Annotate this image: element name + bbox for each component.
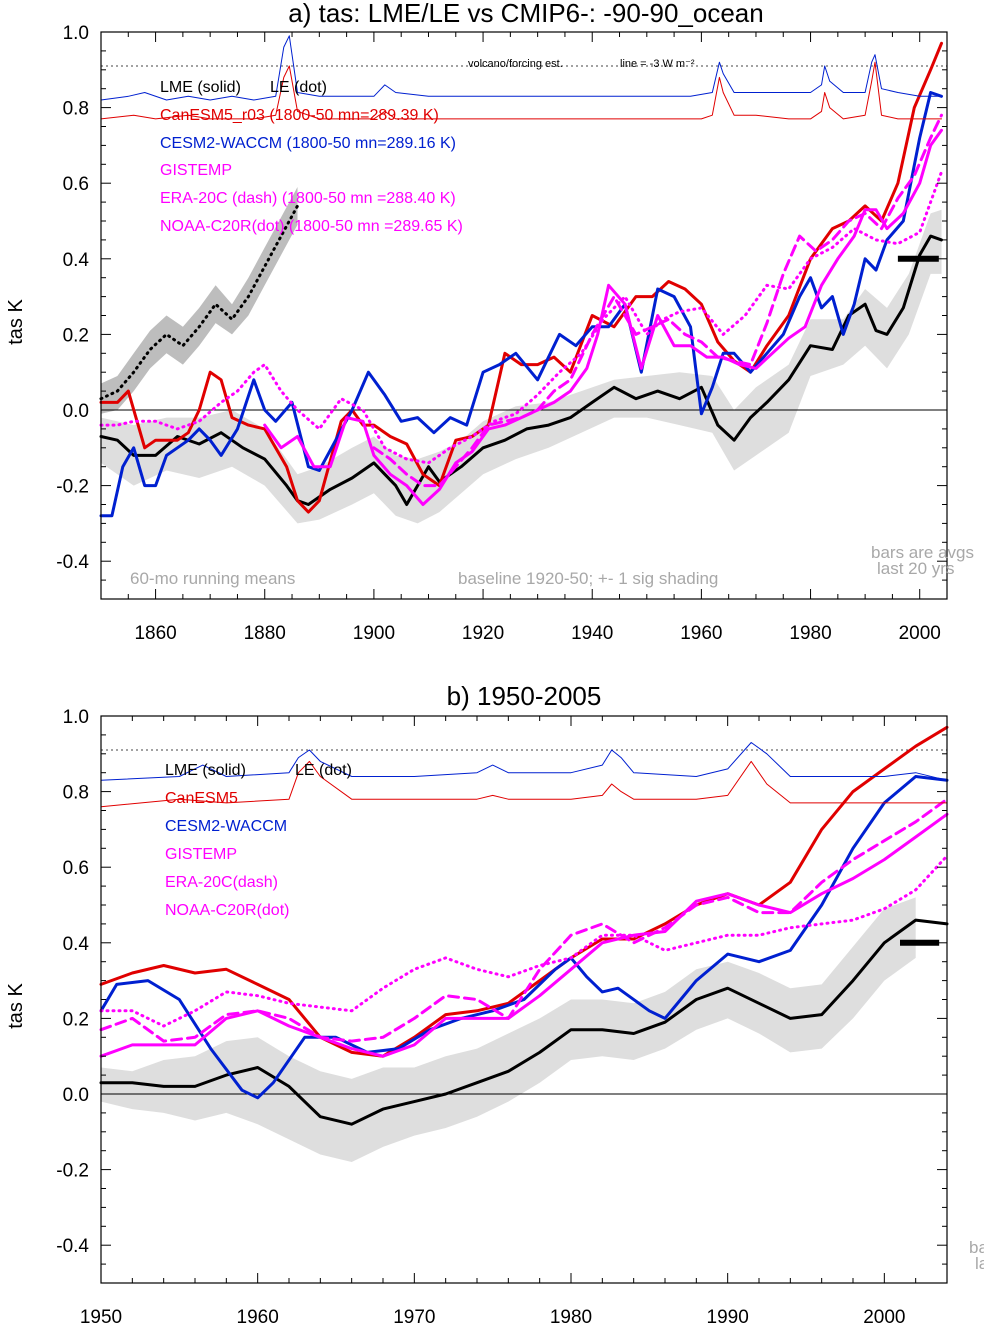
panel-b-x-tick-label: 1970 <box>393 1307 435 1325</box>
panel-a-bars-note-line1: bars are avgs <box>871 543 974 562</box>
panel-a-series-gistemp <box>263 128 943 506</box>
panel-a-legend: LME (solid) LE (dot) CanESM5_r03 (1800-5… <box>160 79 463 235</box>
panel-b: b) 1950-2005 -0.4 -0.2 0.0 0.2 0.4 0.6 0.8 1.0 1… <box>5 681 984 1325</box>
panel-a-baseline-note: baseline 1920-50; +- 1 sig shading <box>458 569 718 588</box>
panel-b-series-cesm2-waccm <box>99 775 949 1100</box>
panel-b-legend-era20c: ERA-20C(dash) <box>165 874 278 891</box>
panel-b-y-tick-label: 0.2 <box>63 1009 89 1030</box>
panel-a-x-tick-label: 1960 <box>680 623 722 644</box>
panel-a-y-tick-label: -0.2 <box>56 477 89 498</box>
panel-b-y-tick-label: 1.0 <box>63 707 89 728</box>
panel-b-series-canesm5-forcing <box>100 760 948 808</box>
panel-a-y-tick-label: 0.6 <box>63 174 89 195</box>
panel-a-band-0 <box>101 209 942 524</box>
panel-a-x-tick-label: 1860 <box>134 623 176 644</box>
panel-a-legend-le: LE (dot) <box>270 79 327 96</box>
panel-a-y-axis-label: tas K <box>5 299 27 345</box>
panel-b-legend-le: LE (dot) <box>295 762 352 779</box>
panel-b-legend-canesm5: CanESM5 <box>165 790 238 807</box>
panel-a-series-noaa-c20r <box>99 170 943 465</box>
panel-a-x-tick-label: 1980 <box>789 623 831 644</box>
panel-b-legend-gistemp: GISTEMP <box>165 846 237 863</box>
panel-b-series-era-20c <box>99 797 949 1043</box>
panel-b-series-gistemp <box>99 812 949 1058</box>
panel-b-x-tick-label: 1950 <box>80 1307 122 1325</box>
panel-a-series-le <box>99 204 299 401</box>
panel-b-series-lme <box>99 918 949 1126</box>
panel-a-volcano-note: volcano/forcing est. <box>468 58 563 70</box>
panel-a-legend-canesm5: CanESM5_r03 (1800-50 mn=289.39 K) <box>160 107 439 124</box>
panel-b-y-tick-label: 0.6 <box>63 858 89 879</box>
panel-a-legend-lme: LME (solid) <box>160 79 241 96</box>
panel-b-x-tick-label: 1960 <box>237 1307 279 1325</box>
panel-a-forcing-line-note: line = -3 W m⁻² <box>620 58 695 70</box>
panel-a-y-tick-label: 0.8 <box>63 99 89 120</box>
panel-b-band-0 <box>101 897 916 1162</box>
panel-a-series-era-20c <box>372 113 943 488</box>
panel-b-y-axis-label: tas K <box>5 983 27 1029</box>
panel-b-title: b) 1950-2005 <box>447 681 602 711</box>
panel-b-y-tick-label: 0.4 <box>63 934 90 955</box>
panel-b-y-tick-label: -0.2 <box>56 1161 89 1182</box>
panel-a-plot-area: -0.4 -0.2 0.0 0.2 0.4 0.6 0.8 1.0 1860 1880 1900 19… <box>56 23 948 644</box>
panel-a: a) tas: LME/LE vs CMIP6-: -90-90_ocean -… <box>5 0 974 644</box>
panel-a-x-tick-label: 1940 <box>571 623 613 644</box>
panel-a-legend-gistemp: GISTEMP <box>160 162 232 179</box>
panel-a-y-tick-label: -0.4 <box>56 552 89 573</box>
panel-b-y-tick-label: 0.8 <box>63 783 89 804</box>
panel-a-y-tick-label: 1.0 <box>63 23 89 44</box>
panel-a-bars-note-line2: last 20 yrs <box>877 559 954 578</box>
panel-a-y-tick-label: 0.0 <box>63 401 89 422</box>
panel-a-legend-cesm2-waccm: CESM2-WACCM (1800-50 mn=289.16 K) <box>160 135 456 152</box>
panel-b-legend-cesm2-waccm: CESM2-WACCM <box>165 818 287 835</box>
panel-b-series-noaa-c20r <box>99 854 949 1028</box>
panel-a-band-1 <box>101 187 298 414</box>
panel-a-legend-era20c: ERA-20C (dash) (1800-50 mn =288.40 K) <box>160 190 456 207</box>
panel-b-legend-lme: LME (solid) <box>165 762 246 779</box>
panel-a-x-tick-label: 1900 <box>353 623 395 644</box>
panel-a-series-lme <box>99 234 943 506</box>
panel-a-x-tick-label: 1880 <box>244 623 286 644</box>
panel-b-x-tick-label: 1990 <box>707 1307 749 1325</box>
panel-b-bars-note-line2: la <box>975 1254 984 1273</box>
panel-b-series-cesm2-waccm-forcing <box>100 742 948 781</box>
panel-a-x-tick-label: 2000 <box>899 623 941 644</box>
panel-b-legend: LME (solid) LE (dot) CanESM5 CESM2-WACCM… <box>165 762 352 919</box>
panel-a-series-cesm2-waccm <box>99 91 943 518</box>
panel-b-x-tick-label: 1980 <box>550 1307 592 1325</box>
panel-b-legend-noaa-c20r: NOAA-C20R(dot) <box>165 902 289 919</box>
panel-a-y-tick-label: 0.2 <box>63 325 89 346</box>
panel-b-bars-note-line1: ba <box>969 1238 984 1257</box>
panel-a-title: a) tas: LME/LE vs CMIP6-: -90-90_ocean <box>288 0 763 28</box>
panel-a-series-cesm2-waccm-forcing <box>100 35 942 101</box>
panel-b-plot-area: -0.4 -0.2 0.0 0.2 0.4 0.6 0.8 1.0 1950 1960 1970 19… <box>56 707 949 1325</box>
panel-b-y-tick-label: 0.0 <box>63 1085 89 1106</box>
panel-a-y-tick-label: 0.4 <box>63 250 90 271</box>
panel-b-x-tick-label: 2000 <box>863 1307 905 1325</box>
panel-a-series-canesm5-forcing <box>100 61 942 120</box>
panel-a-running-mean-note: 60-mo running means <box>130 569 295 588</box>
panel-a-x-tick-label: 1920 <box>462 623 504 644</box>
panel-b-y-tick-label: -0.4 <box>56 1236 89 1257</box>
panel-a-legend-noaa-c20r: NOAA-C20R(dot) (1800-50 mn =289.65 K) <box>160 218 463 235</box>
